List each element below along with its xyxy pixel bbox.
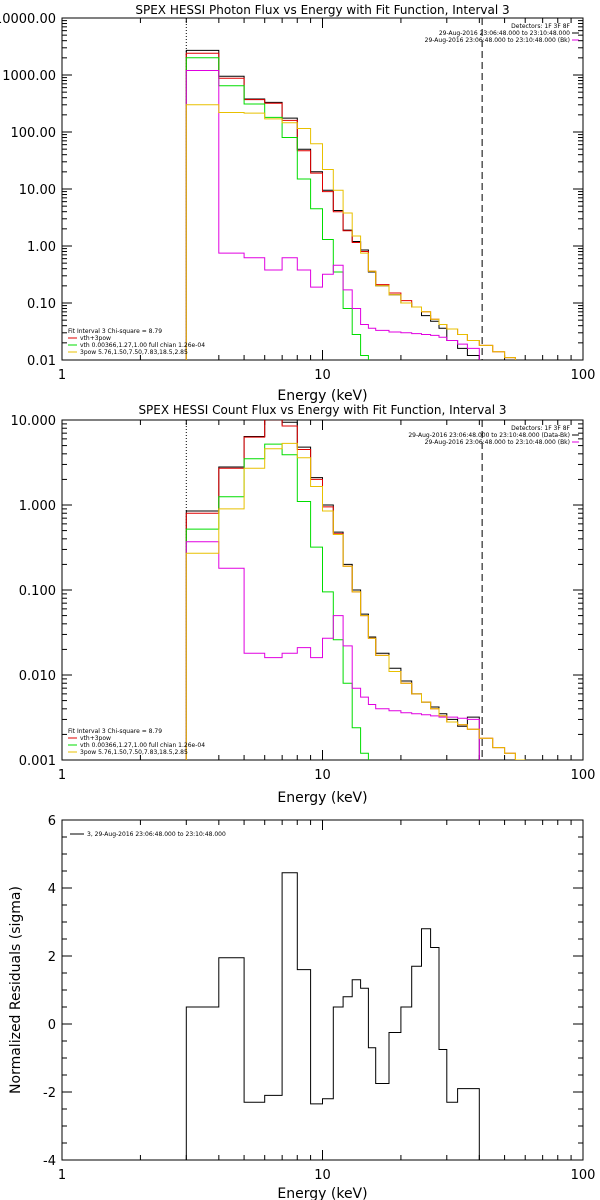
chart-panel-1: SPEX HESSI Photon Flux vs Energy with Fi… bbox=[0, 3, 595, 404]
x-tick-label: 1 bbox=[58, 1168, 66, 1183]
y-tick-label: 0.10 bbox=[27, 297, 56, 312]
chart-title: SPEX HESSI Photon Flux vs Energy with Fi… bbox=[135, 3, 509, 17]
series-line-black bbox=[185, 420, 480, 760]
x-tick-label: 100 bbox=[571, 768, 596, 783]
y-tick-label: 10.000 bbox=[11, 414, 57, 429]
fit-legend-line: vth 0.00366,1.27,1.00 full chian 1.26e-0… bbox=[80, 342, 205, 349]
chart-panel-2: SPEX HESSI Count Flux vs Energy with Fit… bbox=[11, 403, 596, 806]
info-line: 29-Aug-2016 23:06:48.000 to 23:10:48.000… bbox=[408, 432, 570, 439]
fit-legend-line: vth+3pow bbox=[80, 735, 111, 742]
info-line: 29-Aug-2016 23:06:48.000 to 23:10:48.000… bbox=[425, 37, 570, 44]
x-tick-label: 10 bbox=[314, 768, 331, 783]
fit-legend-line: Fit Interval 3 Chi-square = 8.79 bbox=[68, 728, 162, 735]
series-line-black bbox=[185, 872, 480, 1160]
series-line-red bbox=[185, 52, 516, 360]
y-tick-label: 4 bbox=[48, 882, 56, 897]
y-tick-label: 0.100 bbox=[19, 584, 56, 599]
fit-legend-line: 3pow 5.76,1.50,7.50,7.83,18.5,2.85 bbox=[80, 749, 188, 756]
series-line-magenta bbox=[185, 541, 480, 760]
x-tick-label: 1 bbox=[58, 368, 66, 383]
x-tick-label: 100 bbox=[571, 368, 596, 383]
info-line: 29-Aug-2016 23:06:48.000 to 23:10:48.000… bbox=[425, 439, 570, 446]
y-tick-label: 0.001 bbox=[19, 754, 56, 769]
info-line: Detectors: 1F 3F 8F bbox=[511, 425, 570, 432]
y-tick-label: -4 bbox=[43, 1154, 56, 1169]
x-tick-label: 100 bbox=[571, 1168, 596, 1183]
info-line: 29-Aug-2016 23:06:48.000 to 23:10:48.000 bbox=[439, 30, 570, 37]
y-tick-label: -2 bbox=[43, 1086, 56, 1101]
series-line-magenta bbox=[185, 70, 480, 360]
series-line-black bbox=[185, 49, 480, 360]
y-tick-label: 1000.00 bbox=[2, 69, 56, 84]
x-axis-label: Energy (keV) bbox=[277, 388, 367, 404]
fit-legend-line: Fit Interval 3 Chi-square = 8.79 bbox=[68, 328, 162, 335]
y-axis-label: Normalized Residuals (sigma) bbox=[8, 886, 24, 1094]
y-tick-label: 0 bbox=[48, 1018, 56, 1033]
series-group bbox=[185, 872, 480, 1160]
x-tick-label: 10 bbox=[314, 1168, 331, 1183]
series-line-green bbox=[185, 57, 369, 360]
series-line-green bbox=[185, 443, 377, 760]
x-axis-label: Energy (keV) bbox=[277, 790, 367, 806]
chart-panel-3: 1 10 100 Energy (keV) -4 -2 0 2 4 6 Normalized Res… bbox=[8, 814, 595, 1200]
y-tick-label: 0.01 bbox=[27, 354, 56, 369]
y-tick-label: 100.00 bbox=[11, 126, 57, 141]
chart-title: SPEX HESSI Count Flux vs Energy with Fit… bbox=[138, 403, 506, 417]
fit-legend-line: 3pow 5.76,1.50,7.50,7.83,18.5,2.85 bbox=[80, 349, 188, 356]
info-line: Detectors: 1F 3F 8F bbox=[511, 23, 570, 30]
fit-legend-line: vth 0.00366,1.27,1.00 full chian 1.26e-0… bbox=[80, 742, 205, 749]
residual-legend-label: 3, 29-Aug-2016 23:06:48.000 to 23:10:48.… bbox=[87, 831, 226, 838]
x-tick-label: 10 bbox=[314, 368, 331, 383]
series-line-yellow bbox=[185, 442, 535, 760]
y-tick-label: 1.000 bbox=[19, 499, 56, 514]
y-tick-label: 6 bbox=[48, 814, 56, 829]
x-tick-label: 1 bbox=[58, 768, 66, 783]
series-line-yellow bbox=[185, 104, 516, 360]
y-tick-label: 1.00 bbox=[27, 240, 56, 255]
y-tick-label: 0.010 bbox=[19, 669, 56, 684]
y-tick-label: 10000.00 bbox=[0, 12, 56, 27]
plot-frame bbox=[61, 819, 584, 1161]
y-tick-label: 10.00 bbox=[19, 183, 56, 198]
fit-legend-line: vth+3pow bbox=[80, 335, 111, 342]
y-tick-label: 2 bbox=[48, 950, 56, 965]
x-axis-label: Energy (keV) bbox=[277, 1186, 367, 1200]
series-group bbox=[185, 420, 535, 760]
series-group bbox=[185, 49, 516, 360]
